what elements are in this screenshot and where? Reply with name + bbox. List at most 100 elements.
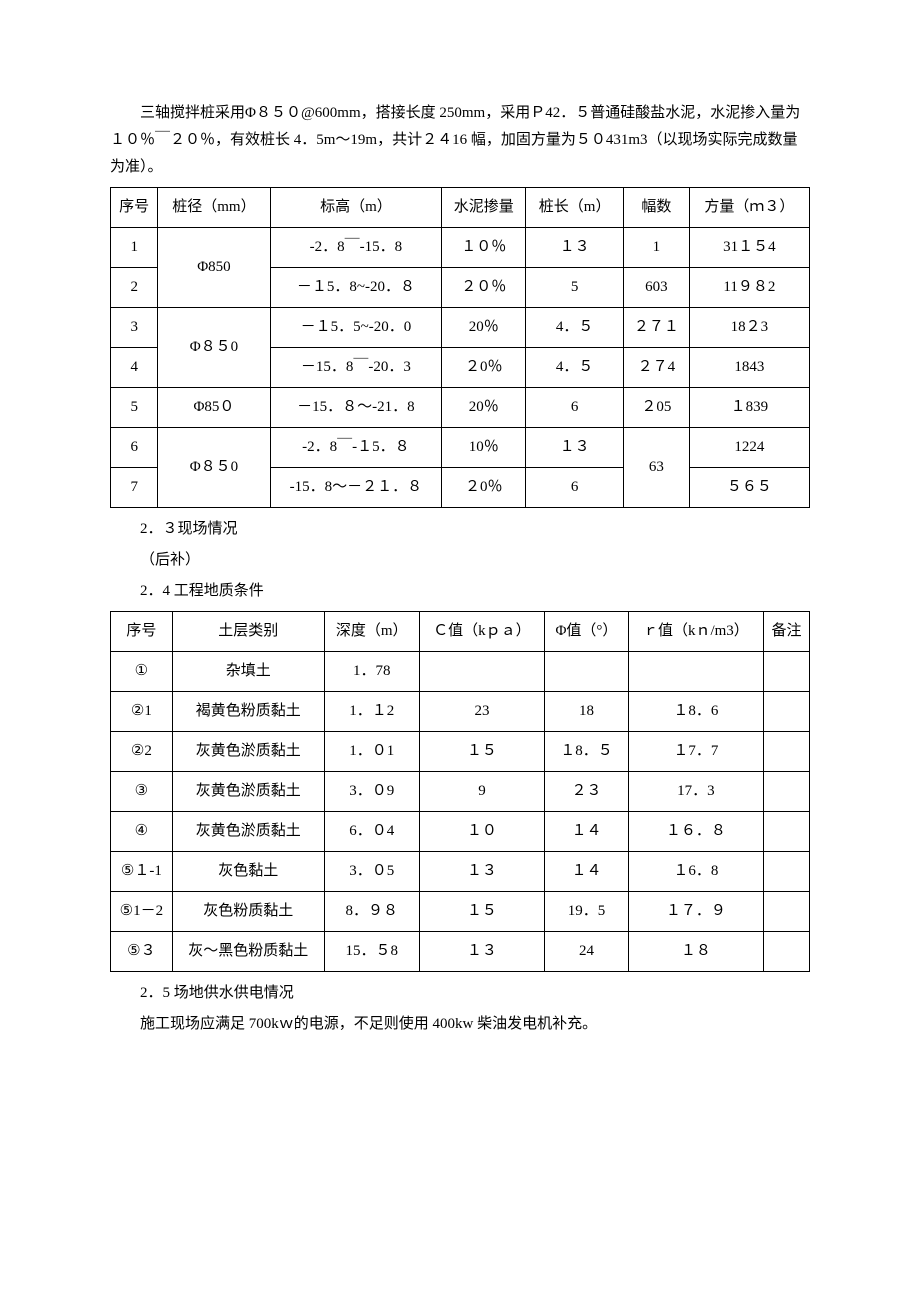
th-no: 序号	[111, 188, 158, 228]
cell-depth: 6．０4	[324, 812, 419, 852]
cell-r: １８	[628, 932, 763, 972]
cell-cnt: ２05	[624, 388, 690, 428]
cell-no: 3	[111, 308, 158, 348]
cell-phi: １8．５	[545, 732, 629, 772]
cell-c: 23	[419, 692, 544, 732]
cell-len: 6	[526, 468, 624, 508]
cell-mix: 20％	[442, 388, 526, 428]
cell-phi: 18	[545, 692, 629, 732]
cell-depth: 1．78	[324, 652, 419, 692]
cell-depth: 1．０1	[324, 732, 419, 772]
cell-c: １５	[419, 732, 544, 772]
cell-no: 5	[111, 388, 158, 428]
cell-cnt: 63	[624, 428, 690, 508]
th-c-value: Ｃ值（kｐａ）	[419, 612, 544, 652]
section-2-3-heading: 2．３现场情况	[110, 516, 810, 543]
cell-phi	[545, 652, 629, 692]
cell-no: ②1	[111, 692, 173, 732]
cell-mix: 10％	[442, 428, 526, 468]
cell-dia: Φ850	[158, 228, 270, 308]
th-elevation: 标高（m）	[270, 188, 442, 228]
cell-type: 灰黄色淤质黏土	[172, 812, 324, 852]
cell-c: １０	[419, 812, 544, 852]
cell-elev: -15．8～－２１．８	[270, 468, 442, 508]
cell-vol: 11９８2	[689, 268, 809, 308]
cell-len: 4．５	[526, 308, 624, 348]
th-r-value: ｒ值（kｎ/m3）	[628, 612, 763, 652]
cell-no: 4	[111, 348, 158, 388]
cell-dia: Φ85０	[158, 388, 270, 428]
cell-note	[763, 732, 809, 772]
cell-len: 6	[526, 388, 624, 428]
cell-mix: ２０％	[442, 268, 526, 308]
cell-elev: －１5．5~-20．0	[270, 308, 442, 348]
th-note: 备注	[763, 612, 809, 652]
th-depth: 深度（m）	[324, 612, 419, 652]
cell-depth: 3．０9	[324, 772, 419, 812]
cell-no: ⑤１-1	[111, 852, 173, 892]
cell-r: １7．7	[628, 732, 763, 772]
cell-phi: 24	[545, 932, 629, 972]
cell-r: 17．3	[628, 772, 763, 812]
table-header-row: 序号 土层类别 深度（m） Ｃ值（kｐａ） Φ值（°） ｒ值（kｎ/m3） 备注	[111, 612, 810, 652]
cell-note	[763, 932, 809, 972]
cell-no: ③	[111, 772, 173, 812]
cell-phi: ２３	[545, 772, 629, 812]
cell-r: １8．6	[628, 692, 763, 732]
cell-r: １６．８	[628, 812, 763, 852]
cell-vol: 1224	[689, 428, 809, 468]
cell-c: １３	[419, 852, 544, 892]
cell-vol: 31１５4	[689, 228, 809, 268]
cell-vol: 1843	[689, 348, 809, 388]
section-2-3-sub: （后补）	[110, 547, 810, 574]
cell-vol: ５６５	[689, 468, 809, 508]
cell-phi: １４	[545, 852, 629, 892]
cell-no: ①	[111, 652, 173, 692]
cell-no: 2	[111, 268, 158, 308]
cell-cnt: 603	[624, 268, 690, 308]
section-2-4-heading: 2．4 工程地质条件	[110, 578, 810, 605]
section-2-5-heading: 2．5 场地供水供电情况	[110, 980, 810, 1007]
th-diameter: 桩径（mm）	[158, 188, 270, 228]
cell-type: 杂填土	[172, 652, 324, 692]
cell-len: １３	[526, 228, 624, 268]
table-row: ③ 灰黄色淤质黏土 3．０9 9 ２３ 17．3	[111, 772, 810, 812]
table-row: ⑤１-1 灰色黏土 3．０5 １３ １４ １6．8	[111, 852, 810, 892]
cell-depth: 1．１2	[324, 692, 419, 732]
cell-dia: Φ８５0	[158, 308, 270, 388]
cell-r: １７．９	[628, 892, 763, 932]
pile-spec-table: 序号 桩径（mm） 标高（m） 水泥掺量 桩长（m） 幅数 方量（ｍ３） 1 Φ…	[110, 187, 810, 508]
cell-dia: Φ８５0	[158, 428, 270, 508]
cell-depth: 15．５8	[324, 932, 419, 972]
cell-depth: 3．０5	[324, 852, 419, 892]
th-phi-value: Φ值（°）	[545, 612, 629, 652]
cell-c: １５	[419, 892, 544, 932]
cell-c: １３	[419, 932, 544, 972]
table-row: ④ 灰黄色淤质黏土 6．０4 １０ １４ １６．８	[111, 812, 810, 852]
cell-phi: 19．5	[545, 892, 629, 932]
cell-mix: ２0％	[442, 348, 526, 388]
cell-mix: １０％	[442, 228, 526, 268]
cell-elev: －１5．8~-20．８	[270, 268, 442, 308]
cell-type: 褐黄色粉质黏土	[172, 692, 324, 732]
cell-cnt: ２７4	[624, 348, 690, 388]
section-2-5-paragraph: 施工现场应满足 700kｗ的电源，不足则使用 400kw 柴油发电机补充。	[110, 1011, 810, 1038]
table-row: 3 Φ８５0 －１5．5~-20．0 20％ 4．５ ２７１ 18２3	[111, 308, 810, 348]
cell-mix: 20％	[442, 308, 526, 348]
cell-type: 灰色粉质黏土	[172, 892, 324, 932]
intro-paragraph: 三轴搅拌桩采用Φ８５０@600mm，搭接长度 250mm，采用Ｐ42．５普通硅酸…	[110, 100, 810, 181]
cell-c: 9	[419, 772, 544, 812]
th-volume: 方量（ｍ３）	[689, 188, 809, 228]
table-row: ⑤1－2 灰色粉质黏土 8．９８ １５ 19．5 １７．９	[111, 892, 810, 932]
th-mix: 水泥掺量	[442, 188, 526, 228]
table-row: ① 杂填土 1．78	[111, 652, 810, 692]
th-no: 序号	[111, 612, 173, 652]
table-row: 6 Φ８５0 -2．8￣-１5．８ 10％ １３ 63 1224	[111, 428, 810, 468]
cell-phi: １４	[545, 812, 629, 852]
th-soil-type: 土层类别	[172, 612, 324, 652]
cell-no: ②2	[111, 732, 173, 772]
cell-cnt: 1	[624, 228, 690, 268]
cell-r	[628, 652, 763, 692]
cell-elev: -2．8￣-15．8	[270, 228, 442, 268]
table-row: ②2 灰黄色淤质黏土 1．０1 １５ １8．５ １7．7	[111, 732, 810, 772]
